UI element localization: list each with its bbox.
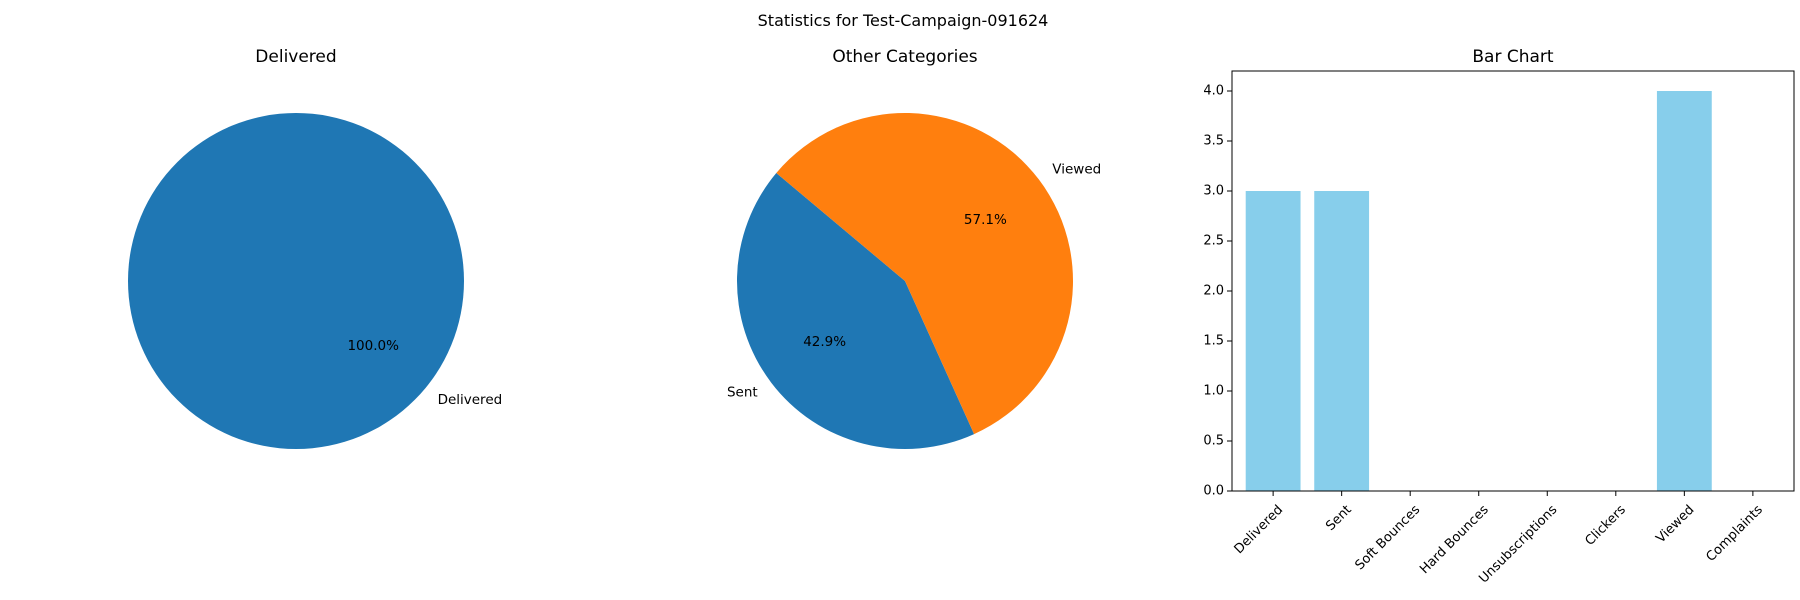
y-tick-label-1: 0.5 xyxy=(1203,434,1224,449)
x-tick-label-soft-bounces: Soft Bounces xyxy=(1352,502,1423,573)
y-tick-label-7: 3.5 xyxy=(1203,134,1224,149)
y-tick-label-2: 1.0 xyxy=(1203,384,1224,399)
bar-viewed xyxy=(1656,91,1712,491)
pie2-title: Other Categories xyxy=(832,47,977,67)
bar-chart-axes-frame xyxy=(1231,70,1795,492)
y-tick-label-0: 0.0 xyxy=(1203,484,1224,499)
x-tick-label-clickers: Clickers xyxy=(1582,502,1629,549)
pie1-label-delivered: Delivered xyxy=(438,392,503,408)
x-tick-label-complaints: Complaints xyxy=(1704,502,1767,565)
y-tick-label-8: 4.0 xyxy=(1203,84,1224,99)
y-tick-label-5: 2.5 xyxy=(1203,234,1224,249)
pie2-slice-viewed xyxy=(776,113,1073,435)
bar-sent xyxy=(1314,191,1370,491)
bar-chart-title: Bar Chart xyxy=(1472,47,1554,67)
pie2-slice-sent xyxy=(736,173,975,450)
y-tick-label-3: 1.5 xyxy=(1203,334,1224,349)
figure-title: Statistics for Test-Campaign-091624 xyxy=(758,11,1049,30)
y-tick-label-6: 3.0 xyxy=(1203,184,1224,199)
pie2-percent-viewed: 57.1% xyxy=(964,212,1007,228)
pie2-label-sent: Sent xyxy=(727,385,758,401)
pie1-title: Delivered xyxy=(255,47,336,67)
pie2-percent-sent: 42.9% xyxy=(803,334,846,350)
bar-delivered xyxy=(1245,191,1301,491)
pie-chart-delivered: Delivered 100.0% Delivered xyxy=(128,47,502,449)
x-tick-label-viewed: Viewed xyxy=(1653,502,1697,546)
x-tick-label-hard-bounces: Hard Bounces xyxy=(1417,502,1492,577)
pie-chart-other-categories: Other Categories 42.9% Sent 57.1% Viewed xyxy=(727,47,1101,450)
x-tick-label-sent: Sent xyxy=(1323,502,1355,534)
x-tick-label-delivered: Delivered xyxy=(1232,502,1287,557)
y-tick-label-4: 2.0 xyxy=(1203,284,1224,299)
pie2-label-viewed: Viewed xyxy=(1052,161,1101,177)
pie1-slice-delivered xyxy=(128,113,464,449)
pie1-percent-delivered: 100.0% xyxy=(347,338,399,354)
